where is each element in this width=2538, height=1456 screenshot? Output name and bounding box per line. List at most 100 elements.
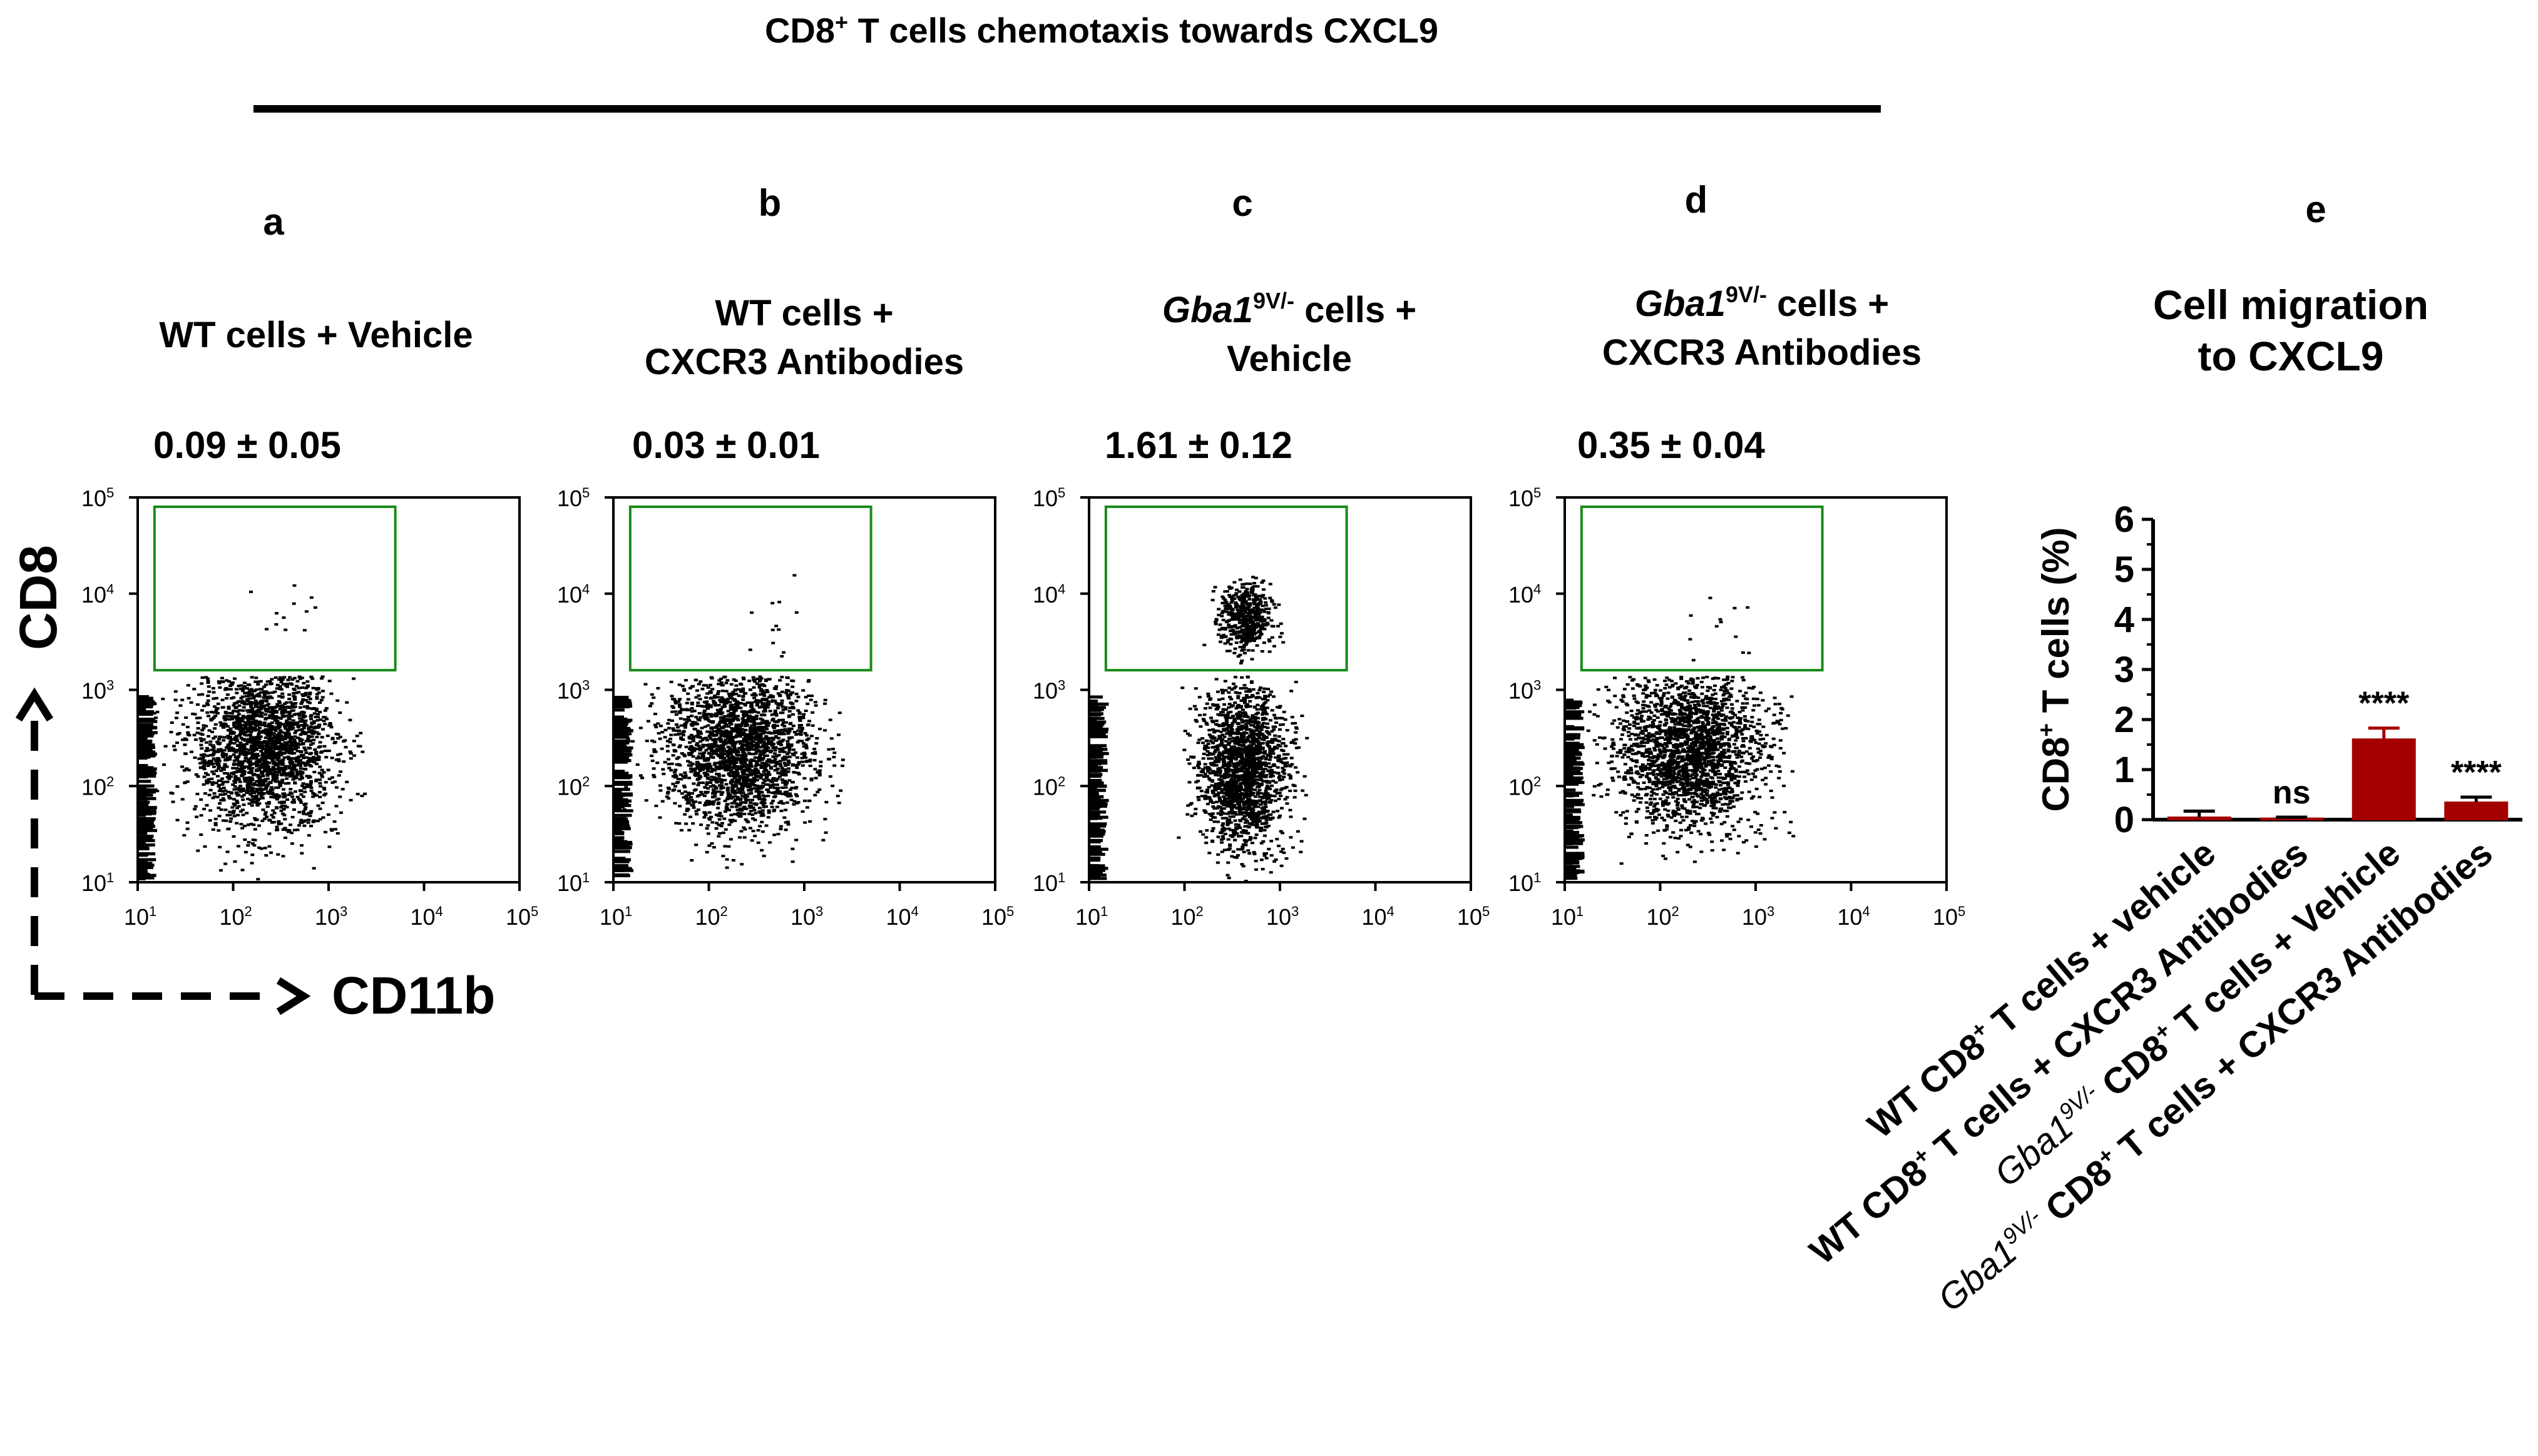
- event-dot: [757, 792, 761, 795]
- event-dot: [280, 731, 285, 734]
- event-dot: [235, 715, 240, 718]
- event-dot: [760, 728, 765, 731]
- event-dot: [249, 702, 253, 705]
- event-dot: [761, 781, 765, 785]
- event-dot: [766, 700, 770, 703]
- event-dot: [345, 780, 349, 783]
- event-dot: [748, 780, 752, 783]
- event-dot: [282, 706, 287, 709]
- event-dot: [286, 755, 290, 758]
- event-dot: [238, 790, 243, 793]
- event-dot: [217, 767, 221, 770]
- edge-event: [139, 738, 146, 741]
- event-dot: [244, 778, 248, 781]
- event-dot: [287, 725, 292, 728]
- event-dot: [747, 770, 751, 773]
- event-dot: [762, 855, 766, 858]
- event-dot: [275, 687, 279, 690]
- event-dot: [299, 711, 304, 714]
- event-dot: [327, 845, 332, 848]
- event-dot: [228, 684, 232, 687]
- event-dot: [693, 788, 698, 791]
- event-dot: [207, 729, 212, 732]
- event-dot: [266, 783, 270, 786]
- event-dot: [320, 750, 324, 753]
- event-dot: [299, 740, 304, 743]
- event-dot: [688, 737, 693, 740]
- event-dot: [705, 730, 710, 733]
- event-dot: [785, 689, 789, 692]
- event-dot: [259, 771, 264, 775]
- event-dot: [232, 741, 237, 745]
- event-dot: [764, 824, 769, 827]
- event-dot: [287, 723, 292, 726]
- x-tick-label: 102: [695, 904, 728, 930]
- event-dot: [744, 798, 748, 801]
- event-dot: [795, 766, 799, 770]
- edge-event: [615, 770, 625, 773]
- event-dot: [246, 781, 250, 785]
- event-dot: [250, 776, 254, 780]
- event-dot: [708, 683, 712, 686]
- x-tick-label-part: 10: [695, 904, 720, 930]
- event-dot: [678, 698, 682, 701]
- event-dot: [681, 775, 685, 778]
- edge-event: [139, 769, 156, 773]
- event-dot: [270, 751, 274, 754]
- event-dot: [755, 762, 759, 765]
- event-dot: [710, 775, 714, 778]
- event-dot: [727, 753, 732, 756]
- event-dot: [781, 718, 785, 721]
- event-dot: [653, 713, 657, 716]
- event-dot: [254, 688, 258, 691]
- event-dot: [1236, 696, 1241, 700]
- event-dot: [303, 764, 307, 767]
- event-dot: [203, 792, 208, 795]
- event-dot: [209, 711, 213, 714]
- event-dot: [1205, 788, 1210, 792]
- event-dot: [717, 683, 721, 686]
- event-dot: [1257, 736, 1262, 740]
- event-dot: [742, 765, 746, 768]
- event-dot: [270, 792, 275, 795]
- event-dot: [766, 778, 770, 781]
- event-dot: [697, 763, 702, 766]
- event-dot: [778, 679, 782, 682]
- event-dot: [760, 812, 765, 815]
- event-dot: [728, 747, 732, 750]
- event-dot: [269, 851, 274, 854]
- event-dot: [258, 735, 263, 738]
- event-dot: [705, 850, 709, 853]
- event-dot: [692, 736, 696, 740]
- event-dot: [744, 778, 749, 781]
- event-dot: [735, 778, 739, 781]
- event-dot: [773, 758, 777, 761]
- event-dot: [685, 802, 690, 805]
- event-dot: [263, 696, 267, 699]
- event-dot: [787, 767, 791, 770]
- event-dot: [259, 750, 264, 753]
- event-dot: [667, 718, 672, 721]
- event-dot: [755, 682, 759, 685]
- event-dot: [270, 728, 274, 731]
- event-dot: [259, 791, 264, 794]
- event-dot: [800, 740, 804, 743]
- event-dot: [765, 728, 769, 731]
- event-dot: [1214, 782, 1218, 785]
- gate-event-dot: [309, 596, 314, 599]
- event-dot: [698, 740, 703, 743]
- event-dot: [223, 862, 228, 865]
- event-dot: [232, 704, 236, 707]
- event-dot: [783, 728, 787, 731]
- event-dot: [235, 763, 240, 766]
- edge-event: [615, 804, 625, 808]
- edge-event: [615, 845, 630, 848]
- edge-event: [615, 824, 630, 828]
- event-dot: [255, 763, 259, 766]
- event-dot: [200, 682, 204, 685]
- event-dot: [243, 850, 248, 853]
- event-dot: [256, 728, 260, 731]
- gate-event-dot: [264, 628, 269, 631]
- event-dot: [741, 763, 745, 766]
- event-dot: [267, 716, 272, 720]
